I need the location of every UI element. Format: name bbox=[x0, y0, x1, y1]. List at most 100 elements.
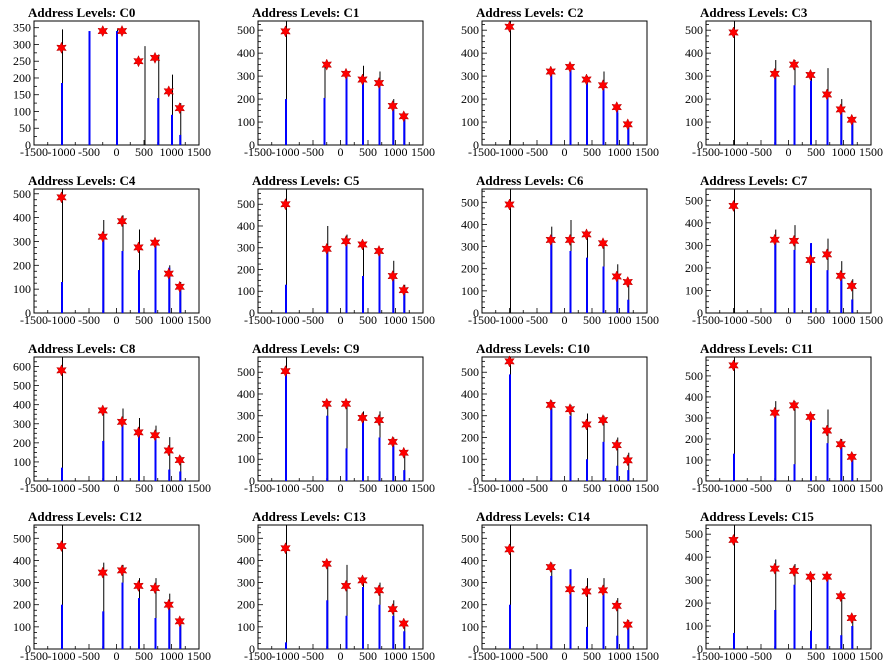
level-star-marker bbox=[788, 399, 800, 412]
x-tick-label: 1500 bbox=[635, 313, 659, 327]
peak-bar bbox=[362, 422, 364, 481]
level-star-marker bbox=[174, 615, 186, 628]
level-star-marker bbox=[581, 228, 592, 241]
y-tick-label: 50 bbox=[19, 121, 31, 135]
peak-bar bbox=[793, 464, 796, 481]
y-tick-label: 300 bbox=[13, 576, 31, 590]
x-tick-label: 1500 bbox=[859, 481, 883, 495]
peak-bar bbox=[121, 582, 124, 649]
x-tick-label: -1500 bbox=[20, 145, 48, 159]
x-tick-label: -500 bbox=[302, 649, 324, 663]
level-star-marker bbox=[116, 215, 128, 228]
level-star-marker bbox=[149, 51, 161, 64]
x-tick-label: 500 bbox=[359, 649, 377, 663]
panel-c13: Address Levels: C13 0 100 200 300 400 500 -1500… bbox=[237, 509, 435, 663]
peak-bar bbox=[345, 243, 348, 313]
peak-bar bbox=[616, 635, 619, 649]
peak-bar bbox=[840, 110, 843, 145]
peak-bar bbox=[403, 631, 406, 649]
panel-c2: Address Levels: C20100200300400500-1500-… bbox=[461, 5, 659, 159]
level-star-marker bbox=[357, 574, 368, 587]
x-tick-label: 500 bbox=[807, 145, 825, 159]
y-tick-label: 300 bbox=[13, 234, 31, 248]
level-star-marker bbox=[398, 617, 410, 630]
x-tick-label: 500 bbox=[135, 145, 153, 159]
level-star-marker bbox=[788, 234, 800, 247]
x-tick-label: -1500 bbox=[20, 649, 48, 663]
y-tick-label: 150 bbox=[13, 88, 31, 102]
y-tick-label: 500 bbox=[237, 23, 255, 37]
x-tick-label: -1500 bbox=[468, 145, 496, 159]
peak-bar bbox=[323, 97, 326, 145]
x-tick-label: -1500 bbox=[468, 313, 496, 327]
x-tick-label: 1000 bbox=[608, 649, 632, 663]
y-tick-label: 200 bbox=[237, 430, 255, 444]
peak-bar bbox=[102, 440, 105, 481]
y-tick-label: 300 bbox=[237, 576, 255, 590]
x-tick-label: 1000 bbox=[384, 649, 408, 663]
level-star-marker bbox=[597, 413, 609, 427]
peak-bar bbox=[774, 243, 777, 313]
y-tick-label: 300 bbox=[461, 409, 479, 423]
y-tick-label: 0 bbox=[249, 474, 255, 488]
peak-bar bbox=[362, 76, 364, 145]
x-tick-label: 500 bbox=[807, 481, 825, 495]
peak-bar bbox=[733, 632, 735, 649]
level-star-marker bbox=[545, 233, 557, 247]
level-star-marker bbox=[597, 79, 609, 92]
y-tick-label: 500 bbox=[685, 193, 703, 207]
peak-bar bbox=[285, 99, 287, 145]
level-star-marker bbox=[97, 404, 109, 417]
y-tick-label: 200 bbox=[461, 598, 479, 612]
x-tick-label: -1000 bbox=[720, 649, 748, 663]
level-star-marker bbox=[398, 446, 410, 459]
x-tick-label: -1000 bbox=[272, 145, 300, 159]
y-tick-label: 300 bbox=[685, 69, 703, 83]
peak-bar bbox=[509, 374, 511, 481]
peak-bar bbox=[345, 615, 348, 649]
peak-bar bbox=[61, 83, 63, 145]
x-tick-label: -1000 bbox=[48, 481, 76, 495]
panel-title: Address Levels: C13 bbox=[252, 509, 366, 524]
x-tick-label: -500 bbox=[78, 313, 100, 327]
peak-bar bbox=[168, 609, 171, 649]
y-tick-label: 400 bbox=[685, 550, 703, 564]
x-tick-label: -1500 bbox=[244, 313, 272, 327]
y-tick-label: 400 bbox=[13, 211, 31, 225]
y-tick-label: 0 bbox=[697, 138, 703, 152]
peak-bar bbox=[550, 71, 553, 145]
panel-title: Address Levels: C9 bbox=[252, 341, 360, 356]
x-tick-label: -1000 bbox=[48, 313, 76, 327]
x-tick-label: -1500 bbox=[244, 481, 272, 495]
y-tick-label: 100 bbox=[237, 452, 255, 466]
x-tick-label: -1000 bbox=[272, 649, 300, 663]
y-tick-label: 300 bbox=[13, 37, 31, 51]
y-tick-label: 400 bbox=[237, 387, 255, 401]
y-tick-label: 200 bbox=[461, 430, 479, 444]
panel-c12: Address Levels: C12 0 100 200 300 400 500 -1500… bbox=[13, 509, 211, 663]
panel-title: Address Levels: C6 bbox=[476, 173, 584, 188]
y-tick-label: 0 bbox=[25, 138, 31, 152]
level-star-marker bbox=[116, 564, 128, 577]
level-star-marker bbox=[622, 118, 634, 131]
level-star-marker bbox=[280, 365, 291, 378]
level-star-marker bbox=[97, 566, 109, 579]
level-star-marker bbox=[133, 579, 144, 592]
panel-c10: Address Levels: C10 0 100 200 300 400 500 -1500… bbox=[461, 341, 659, 495]
level-star-marker bbox=[821, 570, 833, 583]
y-tick-label: 300 bbox=[237, 409, 255, 423]
x-tick-label: 1000 bbox=[384, 481, 408, 495]
x-tick-label: -1500 bbox=[20, 313, 48, 327]
level-star-marker bbox=[622, 454, 634, 467]
x-tick-label: 1000 bbox=[160, 145, 184, 159]
peak-bar bbox=[285, 372, 287, 481]
level-star-marker bbox=[769, 406, 781, 419]
y-tick-label: 200 bbox=[461, 262, 479, 276]
y-tick-label: 250 bbox=[13, 54, 31, 68]
y-tick-label: 300 bbox=[685, 238, 703, 252]
y-tick-label: 300 bbox=[237, 69, 255, 83]
level-star-marker bbox=[835, 438, 847, 451]
x-tick-label: -1000 bbox=[272, 313, 300, 327]
panel-title: Address Levels: C7 bbox=[700, 173, 808, 188]
